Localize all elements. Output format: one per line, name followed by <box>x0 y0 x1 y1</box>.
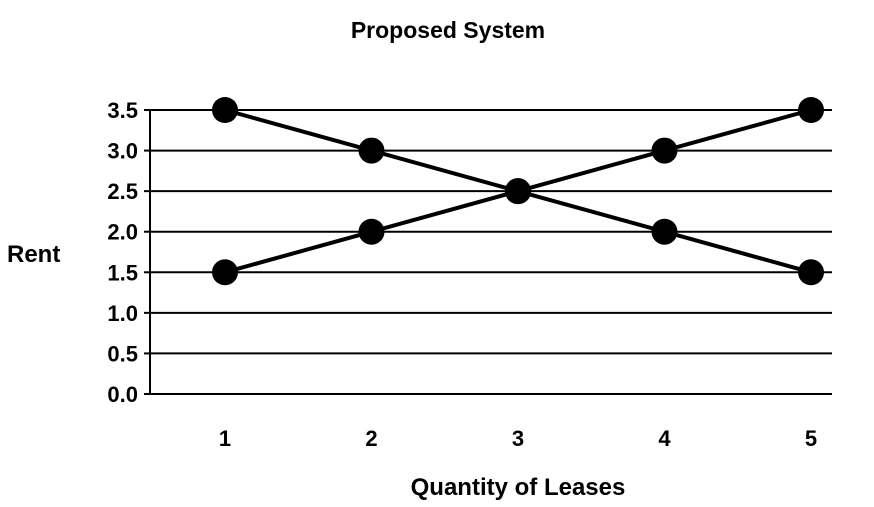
series <box>212 97 824 286</box>
data-point <box>358 218 385 245</box>
y-tick-labels: 3.5 3.0 2.5 2.0 1.5 1.0 0.5 0.0 <box>107 98 138 407</box>
y-tick-label: 2.0 <box>107 220 138 245</box>
x-tick-label: 1 <box>219 426 231 451</box>
x-tick-label: 4 <box>658 426 671 451</box>
grid-lines <box>144 109 832 395</box>
x-tick-labels: 1 2 3 4 5 <box>219 426 817 451</box>
x-tick-label: 5 <box>805 426 817 451</box>
data-point <box>505 178 531 205</box>
y-tick-label: 3.5 <box>107 98 138 123</box>
series-2-markers <box>212 97 824 286</box>
x-tick-label: 3 <box>512 426 524 451</box>
y-tick-label: 0.5 <box>107 341 138 366</box>
chart-title: Proposed System <box>351 17 545 43</box>
y-tick-label: 0.0 <box>107 382 138 407</box>
y-tick-label: 1.0 <box>107 301 138 326</box>
y-tick-label: 2.5 <box>107 179 138 204</box>
y-tick-label: 3.0 <box>107 139 138 164</box>
data-point <box>798 259 824 286</box>
data-point <box>212 259 238 286</box>
data-point <box>798 97 824 123</box>
y-axis-label: Rent <box>7 241 60 268</box>
axes <box>149 110 832 395</box>
data-point <box>651 218 678 245</box>
data-point <box>358 137 385 164</box>
y-tick-label: 1.5 <box>107 260 138 285</box>
data-point <box>651 137 678 164</box>
x-axis-label: Quantity of Leases <box>411 474 626 501</box>
data-point <box>212 97 238 123</box>
x-tick-label: 2 <box>365 426 377 451</box>
